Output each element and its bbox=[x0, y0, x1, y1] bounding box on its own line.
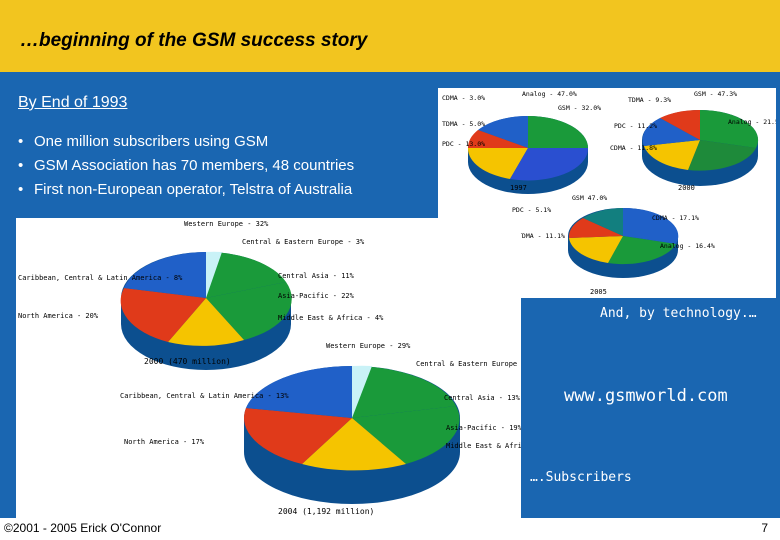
label-2004-middle-east: Middle East & Africa - 6% bbox=[446, 442, 521, 450]
website-link[interactable]: www.gsmworld.com bbox=[564, 386, 728, 406]
label-2000-middle-east: Middle East & Africa - 4% bbox=[278, 314, 384, 322]
year-2000: 2000 bbox=[678, 184, 695, 192]
label-2000-north-america: North America - 20% bbox=[18, 312, 99, 320]
caption-technology: And, by technology.… bbox=[600, 306, 757, 321]
label-1997-tdma: TDMA - 5.0% bbox=[442, 120, 485, 128]
label-1997-gsm: GSM - 32.0% bbox=[558, 104, 601, 112]
label-1997-cdma: CDMA - 3.0% bbox=[442, 94, 485, 102]
label-2005-tdma: TDMA - 11.1% bbox=[518, 232, 565, 240]
label-2004-north-america: North America - 17% bbox=[124, 438, 205, 446]
title-bar: …beginning of the GSM success story bbox=[0, 0, 780, 72]
bullet-item: • One million subscribers using GSM bbox=[18, 133, 269, 150]
label-2000-pdc: PDC - 11.2% bbox=[614, 122, 657, 130]
pie-2005 bbox=[568, 207, 679, 278]
pie-2000 bbox=[642, 109, 759, 186]
caption-subscribers: ….Subscribers bbox=[530, 470, 632, 485]
label-2004-caribbean: Caribbean, Central & Latin America - 13% bbox=[120, 392, 289, 400]
label-2000-caribbean: Caribbean, Central & Latin America - 8% bbox=[18, 274, 183, 282]
copyright: ©2001 - 2005 Erick O'Connor bbox=[4, 521, 162, 535]
region-pie-charts: Western Europe - 32% Central & Eastern E… bbox=[18, 220, 521, 516]
region-charts-panel: Western Europe - 32% Central & Eastern E… bbox=[16, 218, 521, 520]
bullet-text: One million subscribers using GSM bbox=[34, 133, 269, 150]
bullet-item: • GSM Association has 70 members, 48 coun… bbox=[18, 157, 355, 174]
caption-2004: 2004 (1,192 million) bbox=[278, 507, 374, 516]
label-2000-tdma: TDMA - 9.3% bbox=[628, 96, 671, 104]
technology-charts-panel: CDMA - 3.0% Analog - 47.0% TDMA - 5.0% P… bbox=[438, 88, 776, 298]
pie-region-2000 bbox=[120, 251, 292, 370]
label-2000-cdma: CDMA - 11.8% bbox=[610, 144, 657, 152]
bullet-text: First non-European operator, Telstra of … bbox=[34, 181, 353, 198]
label-2005-gsm: GSM 47.0% bbox=[572, 194, 607, 202]
bullet-text: GSM Association has 70 members, 48 count… bbox=[34, 157, 355, 174]
label-2005-pdc: PDC - 5.1% bbox=[512, 206, 551, 214]
bullet-list: • One million subscribers using GSM • GSM … bbox=[18, 130, 354, 202]
page-number: 7 bbox=[761, 521, 768, 535]
subheading: By End of 1993 bbox=[18, 94, 128, 111]
label-2004-western-europe: Western Europe - 29% bbox=[326, 342, 411, 350]
label-2000-analog: Analog - 21.5% bbox=[728, 118, 776, 126]
bullet-item: • First non-European operator, Telstra of… bbox=[18, 181, 353, 198]
label-2004-central-asia: Central Asia - 13% bbox=[444, 394, 521, 402]
label-2005-cdma: CDMA - 17.1% bbox=[652, 214, 699, 222]
year-1997: 1997 bbox=[510, 184, 527, 192]
technology-pie-charts: CDMA - 3.0% Analog - 47.0% TDMA - 5.0% P… bbox=[442, 90, 776, 296]
year-2005: 2005 bbox=[590, 288, 607, 296]
pie-1997 bbox=[467, 115, 589, 194]
label-2004-asia-pacific: Asia-Pacific - 19% bbox=[446, 424, 521, 432]
label-1997-analog: Analog - 47.0% bbox=[522, 90, 577, 98]
label-2000-central-eastern: Central & Eastern Europe - 3% bbox=[242, 238, 365, 246]
label-2004-central-eastern: Central & Eastern Europe - 3% bbox=[416, 360, 521, 368]
label-2000-western-europe: Western Europe - 32% bbox=[184, 220, 269, 228]
label-1997-pdc: PDC - 13.0% bbox=[442, 140, 485, 148]
label-2000-asia-pacific: Asia-Pacific - 22% bbox=[278, 292, 355, 300]
label-2005-analog: Analog - 16.4% bbox=[660, 242, 715, 250]
slide-title: …beginning of the GSM success story bbox=[20, 30, 368, 51]
footer: ©2001 - 2005 Erick O'Connor 7 bbox=[0, 518, 780, 540]
caption-2000: 2000 (470 million) bbox=[144, 357, 231, 366]
pie-region-2004 bbox=[244, 365, 460, 504]
label-2000-gsm: GSM - 47.3% bbox=[694, 90, 737, 98]
label-2000-central-asia: Central Asia - 11% bbox=[278, 272, 355, 280]
